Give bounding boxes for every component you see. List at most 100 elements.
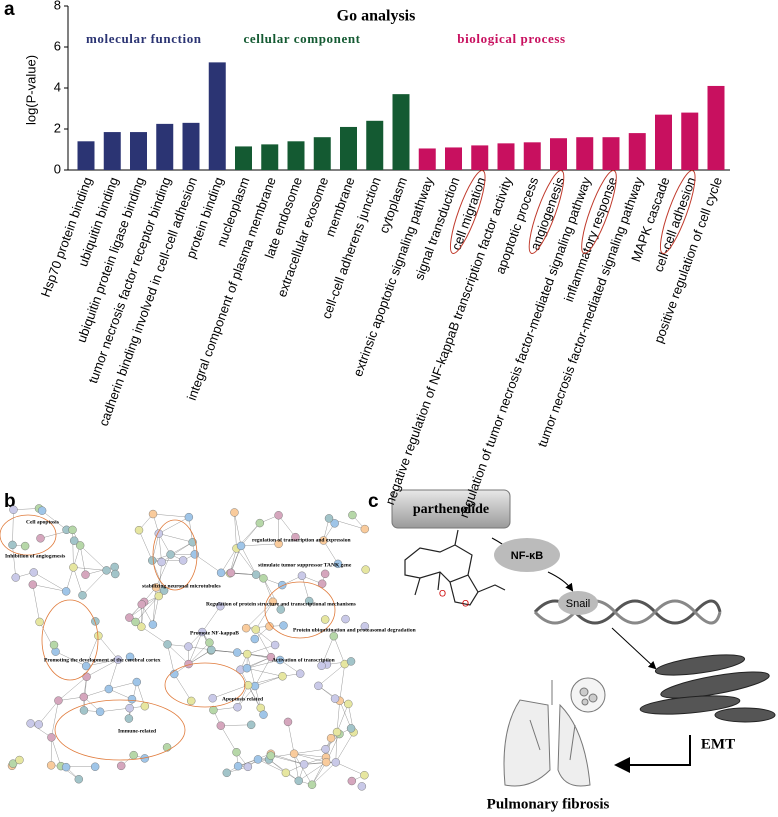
node bbox=[61, 762, 71, 772]
network-annotation: Inhibition of angiogenesis bbox=[5, 553, 65, 559]
edge bbox=[301, 575, 310, 602]
node bbox=[129, 750, 138, 760]
bar bbox=[261, 144, 279, 170]
edge bbox=[311, 762, 327, 785]
node bbox=[148, 509, 158, 519]
bar bbox=[418, 148, 436, 170]
edge bbox=[167, 644, 175, 675]
edge bbox=[240, 522, 260, 547]
edge bbox=[135, 595, 159, 623]
edge bbox=[246, 654, 256, 687]
edge bbox=[257, 759, 286, 774]
edge bbox=[167, 644, 189, 665]
node bbox=[307, 780, 317, 789]
network-annotation: Protein ubiquitination and proteasomal d… bbox=[293, 627, 416, 633]
edge bbox=[293, 753, 313, 785]
node bbox=[317, 661, 326, 670]
edge bbox=[108, 659, 119, 690]
edge bbox=[152, 587, 157, 625]
node bbox=[321, 744, 330, 754]
edge bbox=[240, 545, 257, 575]
edge bbox=[38, 700, 59, 725]
node bbox=[15, 755, 24, 765]
node bbox=[360, 524, 370, 534]
node bbox=[184, 512, 194, 522]
edge bbox=[212, 684, 249, 699]
node bbox=[37, 506, 47, 515]
node bbox=[344, 699, 353, 709]
edge bbox=[257, 753, 295, 760]
node bbox=[61, 587, 71, 596]
node bbox=[251, 625, 260, 634]
edge bbox=[108, 688, 133, 700]
node bbox=[132, 677, 141, 687]
node bbox=[243, 762, 253, 772]
edge bbox=[255, 629, 272, 658]
edge bbox=[33, 572, 67, 592]
bar bbox=[77, 141, 95, 170]
network-annotation: Regulation of protein structure and tran… bbox=[206, 601, 356, 607]
y-tick-label: 4 bbox=[54, 79, 61, 94]
node bbox=[69, 563, 78, 572]
node bbox=[117, 761, 126, 771]
bar bbox=[576, 137, 594, 170]
process-label: EMT bbox=[701, 736, 735, 752]
edge bbox=[72, 529, 74, 568]
node bbox=[296, 669, 305, 678]
node bbox=[134, 525, 144, 535]
edge bbox=[294, 753, 327, 758]
edge bbox=[220, 725, 237, 753]
node bbox=[127, 695, 137, 704]
network-annotation: Activation of transcription bbox=[272, 657, 335, 663]
network: Cell apoptosis Inhibition of angiogenesis… bbox=[0, 504, 416, 791]
node bbox=[276, 605, 285, 614]
edge bbox=[241, 543, 279, 547]
node bbox=[35, 617, 44, 627]
bar bbox=[103, 132, 121, 170]
edge bbox=[234, 512, 237, 549]
highlight bbox=[449, 170, 486, 254]
node bbox=[79, 706, 89, 715]
node bbox=[124, 714, 134, 723]
edge bbox=[100, 707, 130, 712]
node bbox=[47, 733, 56, 742]
node bbox=[243, 680, 253, 690]
bar bbox=[235, 146, 252, 170]
node bbox=[291, 532, 300, 542]
bar bbox=[681, 112, 699, 170]
edge bbox=[152, 595, 160, 625]
node bbox=[243, 649, 252, 659]
node bbox=[324, 514, 334, 523]
node bbox=[317, 579, 327, 588]
edge bbox=[234, 512, 242, 546]
node bbox=[187, 696, 196, 706]
node bbox=[102, 566, 111, 575]
bar bbox=[497, 143, 515, 170]
bar bbox=[628, 133, 646, 170]
node bbox=[162, 743, 172, 752]
node bbox=[259, 574, 268, 583]
node bbox=[333, 559, 343, 569]
node bbox=[26, 719, 35, 728]
node bbox=[81, 661, 91, 671]
node bbox=[222, 768, 231, 778]
edge bbox=[333, 636, 345, 665]
edge bbox=[246, 656, 272, 669]
node bbox=[209, 705, 218, 715]
node bbox=[8, 759, 18, 768]
node bbox=[253, 755, 263, 764]
network-annotation: regulation of transcription and expressi… bbox=[252, 537, 351, 543]
svg-text:O: O bbox=[439, 588, 446, 598]
cells bbox=[639, 654, 776, 723]
edge bbox=[211, 649, 248, 655]
edge bbox=[188, 642, 210, 665]
edge bbox=[294, 753, 327, 763]
node bbox=[265, 622, 274, 631]
bar bbox=[156, 123, 174, 170]
node bbox=[49, 640, 59, 650]
cluster bbox=[0, 514, 57, 556]
node bbox=[166, 550, 175, 559]
bar bbox=[392, 94, 410, 170]
edge bbox=[278, 515, 296, 538]
bar bbox=[340, 126, 357, 170]
